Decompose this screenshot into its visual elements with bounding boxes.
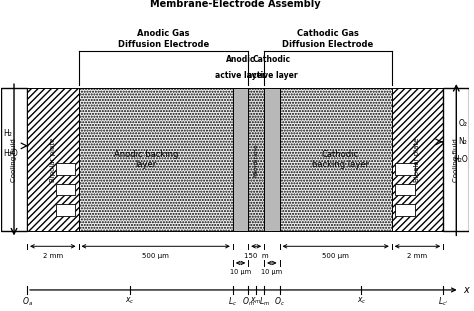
Bar xyxy=(55,204,75,216)
Text: H₂O: H₂O xyxy=(3,149,18,158)
Bar xyxy=(55,163,75,175)
Text: Anodic backing
layer: Anodic backing layer xyxy=(114,150,179,169)
Text: 150  m: 150 m xyxy=(244,253,268,259)
Text: $L_m$: $L_m$ xyxy=(259,296,270,309)
Bar xyxy=(264,88,280,231)
Text: 500 μm: 500 μm xyxy=(322,253,349,259)
Text: Membrane-Electrode Assembly: Membrane-Electrode Assembly xyxy=(150,0,320,9)
Text: Anodic: Anodic xyxy=(226,55,255,64)
Text: 500 μm: 500 μm xyxy=(142,253,169,259)
Text: 10 μm: 10 μm xyxy=(261,269,283,275)
Text: $O_a$: $O_a$ xyxy=(22,296,33,309)
Bar xyxy=(1,88,27,231)
Text: $O_m$: $O_m$ xyxy=(242,296,255,309)
Bar xyxy=(395,204,415,216)
Text: active layer: active layer xyxy=(215,71,266,80)
Bar xyxy=(55,183,75,196)
Text: Anodic Gas
Diffusion Electrode: Anodic Gas Diffusion Electrode xyxy=(118,29,209,49)
Bar xyxy=(248,88,264,231)
Text: $L_c$: $L_c$ xyxy=(228,296,237,309)
Bar xyxy=(79,88,233,231)
Text: Bipolar plate: Bipolar plate xyxy=(50,137,56,182)
Text: Cathodic
backing layer: Cathodic backing layer xyxy=(312,150,369,169)
Text: O₂: O₂ xyxy=(458,119,467,128)
Text: $x_c$: $x_c$ xyxy=(356,296,366,306)
Bar xyxy=(280,88,392,231)
Text: Cooling fluid: Cooling fluid xyxy=(11,138,17,182)
Text: active layer: active layer xyxy=(246,71,297,80)
Text: H₂: H₂ xyxy=(3,129,12,138)
Text: Membrane: Membrane xyxy=(254,143,259,177)
Text: $x$: $x$ xyxy=(463,285,472,295)
Text: 2 mm: 2 mm xyxy=(43,253,63,259)
Text: $x_m$: $x_m$ xyxy=(250,296,262,306)
Bar xyxy=(233,88,248,231)
Text: $L_{c'}$: $L_{c'}$ xyxy=(438,296,448,309)
Text: $O_c$: $O_c$ xyxy=(274,296,285,309)
Text: $x_c$: $x_c$ xyxy=(125,296,135,306)
Text: N₂: N₂ xyxy=(459,137,467,146)
Text: Cathodic: Cathodic xyxy=(253,55,291,64)
Text: Bipolar plate: Bipolar plate xyxy=(414,137,420,182)
Bar xyxy=(392,88,443,231)
Text: Cooling fluid: Cooling fluid xyxy=(453,138,459,182)
Text: H₂O: H₂O xyxy=(453,155,467,164)
Bar xyxy=(395,163,415,175)
Text: 2 mm: 2 mm xyxy=(408,253,428,259)
Bar xyxy=(443,88,469,231)
Bar xyxy=(27,88,79,231)
Bar xyxy=(395,183,415,196)
Text: 10 μm: 10 μm xyxy=(230,269,251,275)
Text: Cathodic Gas
Diffusion Electrode: Cathodic Gas Diffusion Electrode xyxy=(283,29,374,49)
